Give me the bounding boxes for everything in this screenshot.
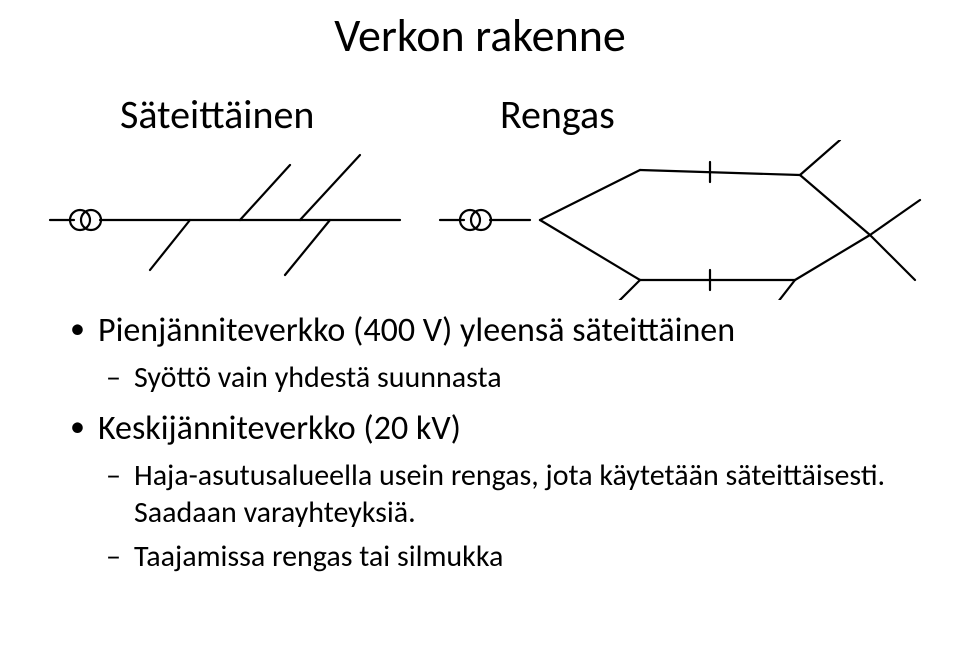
bullet-list: Pienjänniteverkko (400 V) yleensä säteit… bbox=[70, 310, 890, 587]
slide: Verkon rakenne Säteittäinen Rengas Pienj… bbox=[0, 0, 960, 648]
ring-diagram bbox=[440, 140, 920, 300]
bullet-2-2: Taajamissa rengas tai silmukka bbox=[98, 538, 890, 576]
network-diagrams bbox=[0, 140, 960, 300]
label-radial: Säteittäinen bbox=[120, 90, 314, 139]
radial-diagram bbox=[50, 155, 400, 275]
bullet-2: Keskijänniteverkko (20 kV) Haja-asutusal… bbox=[70, 408, 890, 575]
bullet-1-text: Pienjänniteverkko (400 V) yleensä säteit… bbox=[98, 310, 735, 351]
bullet-1-1-text: Syöttö vain yhdestä suunnasta bbox=[134, 359, 502, 396]
page-title: Verkon rakenne bbox=[0, 8, 960, 64]
bullet-1: Pienjänniteverkko (400 V) yleensä säteit… bbox=[70, 310, 890, 396]
bullet-2-2-text: Taajamissa rengas tai silmukka bbox=[134, 538, 503, 575]
bullet-2-1: Haja-asutusalueella usein rengas, jota k… bbox=[98, 457, 890, 532]
bullet-1-1: Syöttö vain yhdestä suunnasta bbox=[98, 359, 890, 397]
bullet-2-text: Keskijänniteverkko (20 kV) bbox=[98, 408, 461, 449]
label-ring: Rengas bbox=[500, 90, 615, 139]
bullet-2-1-text: Haja-asutusalueella usein rengas, jota k… bbox=[134, 457, 885, 532]
